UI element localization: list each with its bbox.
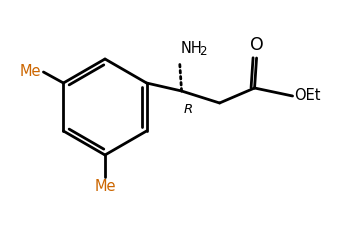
Text: OEt: OEt: [294, 87, 321, 103]
Text: NH: NH: [181, 41, 202, 56]
Text: R: R: [184, 103, 193, 116]
Text: 2: 2: [199, 45, 207, 58]
Text: O: O: [250, 36, 263, 54]
Text: Me: Me: [94, 179, 116, 194]
Text: Me: Me: [20, 64, 41, 79]
